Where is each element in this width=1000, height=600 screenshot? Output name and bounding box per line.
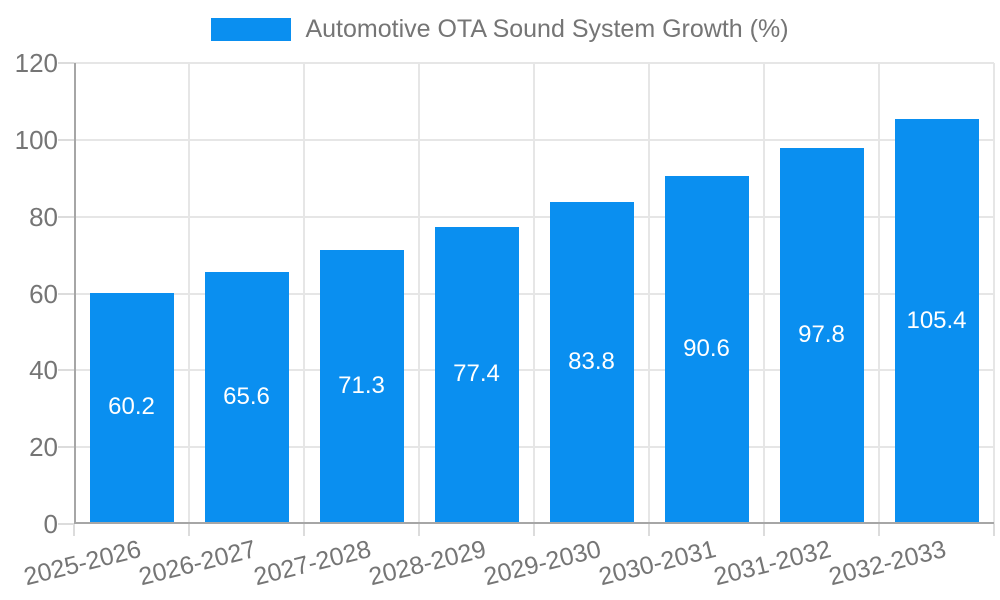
bar[interactable]: 60.2 bbox=[89, 292, 174, 522]
x-gridline bbox=[878, 63, 880, 524]
x-tick bbox=[418, 524, 420, 536]
bar[interactable]: 105.4 bbox=[894, 119, 979, 522]
legend-swatch bbox=[211, 17, 292, 41]
bar-value-label: 65.6 bbox=[223, 382, 270, 410]
x-gridline bbox=[763, 63, 765, 524]
chart-legend[interactable]: Automotive OTA Sound System Growth (%) bbox=[0, 12, 1000, 46]
x-category-label: 2027-2028 bbox=[251, 535, 374, 592]
bar[interactable]: 71.3 bbox=[319, 250, 404, 522]
y-axis-line bbox=[74, 63, 76, 524]
bar[interactable]: 90.6 bbox=[664, 175, 749, 522]
x-gridline bbox=[533, 63, 535, 524]
y-tick bbox=[58, 523, 74, 525]
x-category-label: 2025-2026 bbox=[21, 535, 144, 592]
x-category-label: 2030-2031 bbox=[596, 535, 719, 592]
bar-value-label: 105.4 bbox=[906, 306, 967, 334]
x-tick bbox=[188, 524, 190, 536]
x-axis-line bbox=[74, 522, 994, 524]
y-tick-label: 100 bbox=[14, 124, 58, 155]
x-category-label: 2032-2033 bbox=[826, 535, 949, 592]
bar[interactable]: 65.6 bbox=[204, 271, 289, 522]
bar[interactable]: 77.4 bbox=[434, 226, 519, 522]
x-tick bbox=[533, 524, 535, 536]
bar-value-label: 90.6 bbox=[683, 334, 730, 362]
x-tick bbox=[878, 524, 880, 536]
y-tick bbox=[58, 215, 74, 218]
bar[interactable]: 97.8 bbox=[779, 148, 864, 522]
x-gridline bbox=[648, 63, 650, 524]
x-tick bbox=[73, 524, 75, 536]
x-tick bbox=[648, 524, 650, 536]
bar-value-label: 71.3 bbox=[338, 372, 385, 400]
y-tick-label: 20 bbox=[29, 432, 58, 463]
y-tick-label: 120 bbox=[14, 48, 58, 78]
x-category-label: 2031-2032 bbox=[711, 535, 834, 592]
y-tick bbox=[58, 138, 74, 141]
bar-value-label: 97.8 bbox=[798, 321, 845, 349]
y-tick-label: 60 bbox=[29, 278, 58, 309]
x-tick bbox=[763, 524, 765, 536]
x-gridline bbox=[418, 63, 420, 524]
bar-value-label: 83.8 bbox=[568, 348, 615, 376]
bar-value-label: 77.4 bbox=[453, 360, 500, 388]
bar[interactable]: 83.8 bbox=[549, 202, 634, 522]
plot-area: 0 20 40 60 80 100 120 60.2 65.6 71.3 77.4 83.8 90.6 9… bbox=[15, 50, 995, 591]
x-category-label: 2026-2027 bbox=[136, 535, 259, 592]
x-category-label: 2028-2029 bbox=[366, 535, 489, 592]
x-gridline bbox=[303, 63, 305, 524]
y-tick-label: 40 bbox=[29, 355, 58, 386]
x-gridline bbox=[188, 63, 190, 524]
y-tick bbox=[58, 369, 74, 372]
y-tick bbox=[58, 446, 74, 449]
bar-value-label: 60.2 bbox=[108, 393, 155, 421]
legend-label: Automotive OTA Sound System Growth (%) bbox=[305, 15, 789, 43]
y-tick-label: 0 bbox=[43, 509, 58, 539]
x-tick bbox=[303, 524, 305, 536]
y-tick bbox=[58, 292, 74, 295]
x-gridline bbox=[993, 63, 995, 524]
x-tick bbox=[993, 524, 995, 536]
x-category-label: 2029-2030 bbox=[481, 535, 604, 592]
y-tick bbox=[58, 62, 74, 64]
y-tick-label: 80 bbox=[29, 201, 58, 232]
